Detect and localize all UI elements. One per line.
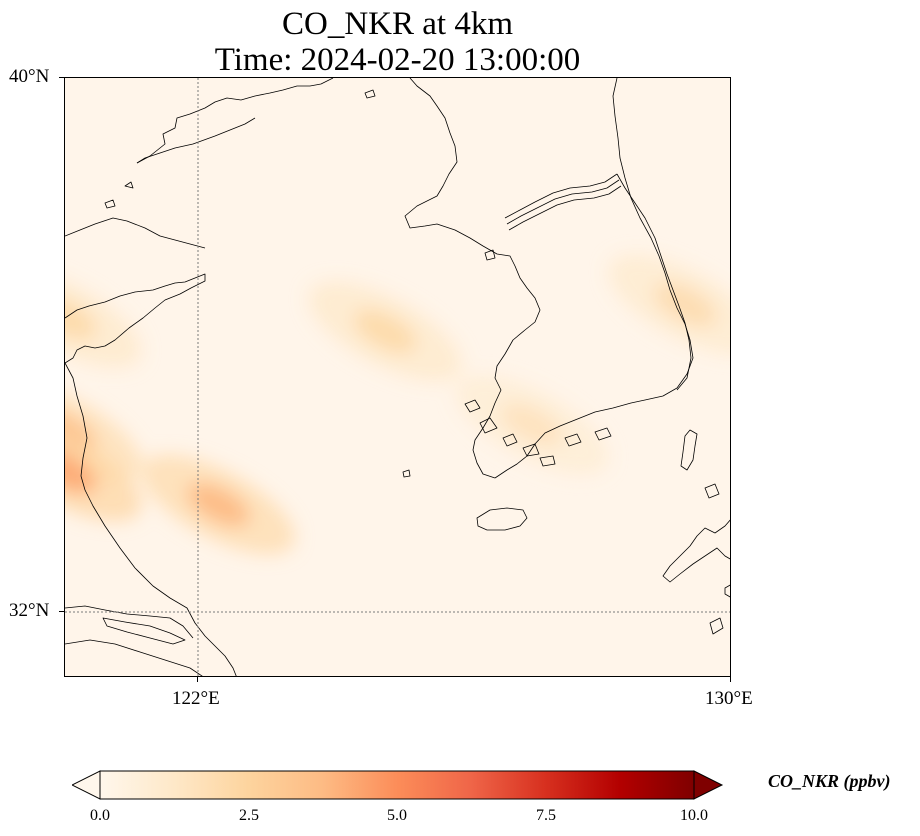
coastline-yangtze-south <box>65 639 203 676</box>
colorbar-gradient <box>99 770 695 800</box>
island-jeju <box>476 507 528 531</box>
plume-5-outer <box>65 421 142 522</box>
island-tsushima <box>680 429 698 471</box>
island-shandong-1 <box>484 249 496 261</box>
concentration-layer <box>65 254 730 555</box>
lat-tick-32n: 32°N <box>9 600 50 621</box>
colorbar-tick-10: 10.0 <box>680 807 708 824</box>
border-line-2 <box>506 179 620 225</box>
lat-tick-mark-32n <box>59 611 64 612</box>
plume-3-core <box>187 483 250 526</box>
gridlines <box>65 78 730 676</box>
chart-subtitle-time: Time: 2024-02-20 13:00:00 <box>214 42 581 78</box>
island-goto <box>709 617 724 635</box>
lon-tick-130e: 130°E <box>705 688 753 709</box>
coastline-jiangsu <box>65 362 237 676</box>
plume-2-core <box>654 283 717 326</box>
lon-tick-mark-130e <box>730 677 731 682</box>
colorbar-label: CO_NKR (ppbv) <box>768 771 891 791</box>
coastline-bohai-west <box>65 217 206 249</box>
coastline-yangtze-island <box>102 617 186 645</box>
border-line-1 <box>504 173 618 219</box>
plume-6-outer <box>65 268 142 368</box>
coastlines <box>65 78 730 676</box>
island-north-2 <box>104 199 116 209</box>
colorbar-min-extension <box>72 770 101 800</box>
coastline-korea-south <box>494 78 694 479</box>
coastline-liaodong <box>136 78 334 164</box>
colorbar-tick-7-5: 7.5 <box>536 807 556 824</box>
coastline-korea-east <box>616 173 692 391</box>
plume-6-core <box>65 296 96 340</box>
coastline-yangtze-north <box>65 605 194 639</box>
colorbar-max-extension <box>693 770 724 800</box>
colorbar-tick-0: 0.0 <box>90 807 110 824</box>
coastline-korea-west <box>404 78 541 479</box>
lon-tick-122e: 122°E <box>172 688 220 709</box>
island-sw-5 <box>539 455 556 467</box>
coastline-shandong <box>65 273 206 364</box>
island-north-3 <box>124 181 134 189</box>
plume-1-core <box>500 403 563 446</box>
island-sw-3 <box>502 433 518 447</box>
island-south-1 <box>564 433 582 447</box>
map-canvas <box>65 78 730 676</box>
island-sw-4 <box>522 443 540 457</box>
plume-0-core <box>354 310 417 353</box>
chart-title: CO_NKR at 4km <box>282 6 513 42</box>
plume-5-core <box>65 450 96 493</box>
island-sw-1 <box>464 399 481 413</box>
lat-tick-40n: 40°N <box>9 66 50 87</box>
border-line-3 <box>508 185 622 231</box>
colorbar <box>72 770 724 800</box>
island-kyushu-south <box>724 584 730 598</box>
map-panel <box>64 77 731 677</box>
lat-tick-mark-40n <box>59 77 64 78</box>
coastline-kyushu <box>662 519 730 583</box>
map-background <box>65 78 730 676</box>
island-mid <box>402 469 411 478</box>
colorbar-tick-2-5: 2.5 <box>239 807 259 824</box>
island-kyushu-west <box>704 483 720 499</box>
coastline-liaodong-south <box>136 117 256 164</box>
island-sw-2 <box>479 417 498 434</box>
lon-tick-mark-122e <box>197 677 198 682</box>
island-north-1 <box>364 89 376 99</box>
island-south-2 <box>594 427 612 441</box>
colorbar-tick-5: 5.0 <box>387 807 407 824</box>
